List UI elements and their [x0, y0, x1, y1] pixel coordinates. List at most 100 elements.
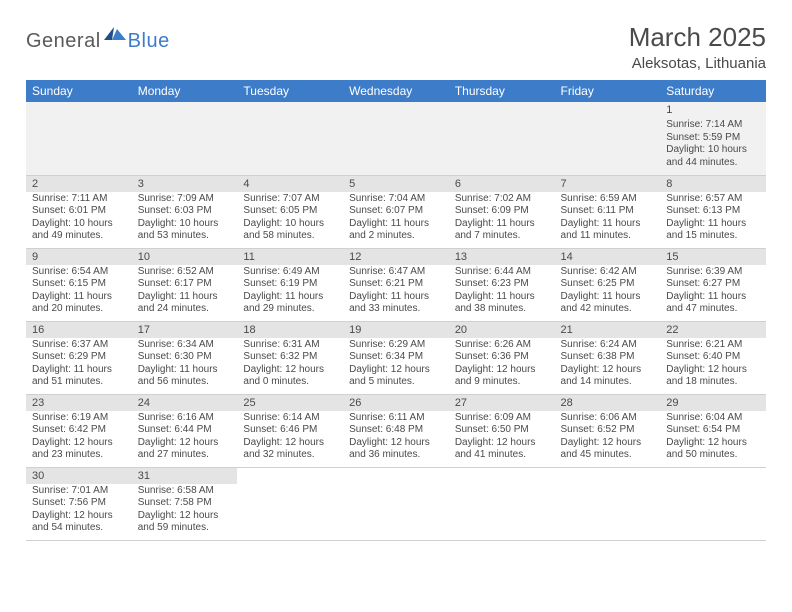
- sunrise-text: Sunrise: 6:24 AM: [561, 339, 655, 352]
- sunrise-text: Sunrise: 6:19 AM: [32, 412, 126, 425]
- calendar-day: 25Sunrise: 6:14 AMSunset: 6:46 PMDayligh…: [237, 394, 343, 467]
- daylight-text-1: Daylight: 11 hours: [349, 291, 443, 304]
- calendar-week: 1Sunrise: 7:14 AMSunset: 5:59 PMDaylight…: [26, 102, 766, 175]
- calendar-day: 31Sunrise: 6:58 AMSunset: 7:58 PMDayligh…: [132, 467, 238, 540]
- sunrise-text: Sunrise: 6:06 AM: [561, 412, 655, 425]
- daylight-text-1: Daylight: 11 hours: [349, 218, 443, 231]
- calendar-day: 11Sunrise: 6:49 AMSunset: 6:19 PMDayligh…: [237, 248, 343, 321]
- sunrise-text: Sunrise: 6:34 AM: [138, 339, 232, 352]
- sunset-text: Sunset: 6:05 PM: [243, 205, 337, 218]
- calendar-day: 12Sunrise: 6:47 AMSunset: 6:21 PMDayligh…: [343, 248, 449, 321]
- calendar-empty: [555, 467, 661, 540]
- daylight-text-1: Daylight: 11 hours: [138, 364, 232, 377]
- calendar-day: 15Sunrise: 6:39 AMSunset: 6:27 PMDayligh…: [660, 248, 766, 321]
- logo-text-general: General: [26, 30, 101, 53]
- calendar-day: 4Sunrise: 7:07 AMSunset: 6:05 PMDaylight…: [237, 175, 343, 248]
- calendar-header-row: SundayMondayTuesdayWednesdayThursdayFrid…: [26, 80, 766, 102]
- day-number: 4: [237, 176, 343, 192]
- calendar-day: 23Sunrise: 6:19 AMSunset: 6:42 PMDayligh…: [26, 394, 132, 467]
- sunrise-text: Sunrise: 6:37 AM: [32, 339, 126, 352]
- day-details: Sunrise: 6:49 AMSunset: 6:19 PMDaylight:…: [237, 265, 343, 318]
- day-details: Sunrise: 6:24 AMSunset: 6:38 PMDaylight:…: [555, 338, 661, 391]
- daylight-text-2: and 45 minutes.: [561, 449, 655, 462]
- day-number: 2: [26, 176, 132, 192]
- daylight-text-1: Daylight: 11 hours: [561, 291, 655, 304]
- sunrise-text: Sunrise: 6:04 AM: [666, 412, 760, 425]
- header: General Blue March 2025 Aleksotas, Lithu…: [26, 22, 766, 72]
- daylight-text-1: Daylight: 12 hours: [138, 510, 232, 523]
- daylight-text-1: Daylight: 11 hours: [455, 218, 549, 231]
- daylight-text-1: Daylight: 10 hours: [243, 218, 337, 231]
- day-details: Sunrise: 6:59 AMSunset: 6:11 PMDaylight:…: [555, 192, 661, 245]
- daylight-text-1: Daylight: 12 hours: [561, 437, 655, 450]
- sunrise-text: Sunrise: 7:04 AM: [349, 193, 443, 206]
- logo: General Blue: [26, 22, 170, 53]
- daylight-text-2: and 44 minutes.: [666, 157, 760, 170]
- daylight-text-2: and 54 minutes.: [32, 522, 126, 535]
- calendar-empty: [237, 102, 343, 175]
- daylight-text-1: Daylight: 12 hours: [349, 437, 443, 450]
- sunset-text: Sunset: 6:29 PM: [32, 351, 126, 364]
- sunset-text: Sunset: 7:58 PM: [138, 497, 232, 510]
- day-details: Sunrise: 6:47 AMSunset: 6:21 PMDaylight:…: [343, 265, 449, 318]
- calendar-day: 5Sunrise: 7:04 AMSunset: 6:07 PMDaylight…: [343, 175, 449, 248]
- day-header: Tuesday: [237, 80, 343, 102]
- day-details: Sunrise: 6:57 AMSunset: 6:13 PMDaylight:…: [660, 192, 766, 245]
- sunrise-text: Sunrise: 6:57 AM: [666, 193, 760, 206]
- day-details: Sunrise: 6:19 AMSunset: 6:42 PMDaylight:…: [26, 411, 132, 464]
- day-details: Sunrise: 7:07 AMSunset: 6:05 PMDaylight:…: [237, 192, 343, 245]
- sunrise-text: Sunrise: 7:14 AM: [666, 119, 760, 132]
- sunrise-text: Sunrise: 6:16 AM: [138, 412, 232, 425]
- sunset-text: Sunset: 6:11 PM: [561, 205, 655, 218]
- sunset-text: Sunset: 6:36 PM: [455, 351, 549, 364]
- sunset-text: Sunset: 6:34 PM: [349, 351, 443, 364]
- daylight-text-2: and 33 minutes.: [349, 303, 443, 316]
- day-number: 17: [132, 322, 238, 338]
- calendar-week: 9Sunrise: 6:54 AMSunset: 6:15 PMDaylight…: [26, 248, 766, 321]
- sunset-text: Sunset: 6:40 PM: [666, 351, 760, 364]
- calendar-day: 1Sunrise: 7:14 AMSunset: 5:59 PMDaylight…: [660, 102, 766, 175]
- sunrise-text: Sunrise: 7:01 AM: [32, 485, 126, 498]
- calendar-empty: [26, 102, 132, 175]
- calendar-week: 16Sunrise: 6:37 AMSunset: 6:29 PMDayligh…: [26, 321, 766, 394]
- day-number: 9: [26, 249, 132, 265]
- day-details: Sunrise: 6:26 AMSunset: 6:36 PMDaylight:…: [449, 338, 555, 391]
- day-number: 31: [132, 468, 238, 484]
- day-details: Sunrise: 6:44 AMSunset: 6:23 PMDaylight:…: [449, 265, 555, 318]
- sunrise-text: Sunrise: 6:31 AM: [243, 339, 337, 352]
- day-number: 22: [660, 322, 766, 338]
- sunset-text: Sunset: 6:13 PM: [666, 205, 760, 218]
- sunrise-text: Sunrise: 6:58 AM: [138, 485, 232, 498]
- sunset-text: Sunset: 6:01 PM: [32, 205, 126, 218]
- sunrise-text: Sunrise: 6:09 AM: [455, 412, 549, 425]
- calendar-day: 20Sunrise: 6:26 AMSunset: 6:36 PMDayligh…: [449, 321, 555, 394]
- daylight-text-1: Daylight: 11 hours: [138, 291, 232, 304]
- day-number: 28: [555, 395, 661, 411]
- daylight-text-2: and 58 minutes.: [243, 230, 337, 243]
- day-number: 12: [343, 249, 449, 265]
- sunset-text: Sunset: 6:50 PM: [455, 424, 549, 437]
- day-details: Sunrise: 6:04 AMSunset: 6:54 PMDaylight:…: [660, 411, 766, 464]
- day-header: Friday: [555, 80, 661, 102]
- day-details: Sunrise: 6:52 AMSunset: 6:17 PMDaylight:…: [132, 265, 238, 318]
- sunset-text: Sunset: 6:46 PM: [243, 424, 337, 437]
- daylight-text-2: and 32 minutes.: [243, 449, 337, 462]
- sunset-text: Sunset: 6:38 PM: [561, 351, 655, 364]
- day-details: Sunrise: 6:42 AMSunset: 6:25 PMDaylight:…: [555, 265, 661, 318]
- title-block: March 2025 Aleksotas, Lithuania: [629, 22, 766, 72]
- daylight-text-2: and 20 minutes.: [32, 303, 126, 316]
- sunrise-text: Sunrise: 6:11 AM: [349, 412, 443, 425]
- daylight-text-1: Daylight: 10 hours: [138, 218, 232, 231]
- sunset-text: Sunset: 6:15 PM: [32, 278, 126, 291]
- daylight-text-2: and 49 minutes.: [32, 230, 126, 243]
- calendar-day: 10Sunrise: 6:52 AMSunset: 6:17 PMDayligh…: [132, 248, 238, 321]
- daylight-text-1: Daylight: 11 hours: [455, 291, 549, 304]
- daylight-text-2: and 36 minutes.: [349, 449, 443, 462]
- sunset-text: Sunset: 5:59 PM: [666, 132, 760, 145]
- sunset-text: Sunset: 6:21 PM: [349, 278, 443, 291]
- calendar-day: 18Sunrise: 6:31 AMSunset: 6:32 PMDayligh…: [237, 321, 343, 394]
- daylight-text-2: and 42 minutes.: [561, 303, 655, 316]
- day-number: 8: [660, 176, 766, 192]
- daylight-text-2: and 2 minutes.: [349, 230, 443, 243]
- daylight-text-1: Daylight: 12 hours: [666, 364, 760, 377]
